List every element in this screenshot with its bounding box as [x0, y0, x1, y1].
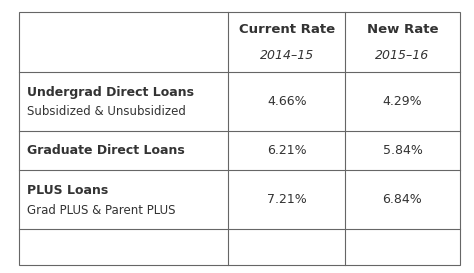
Text: 6.21%: 6.21% — [267, 144, 307, 157]
Text: 2014–15: 2014–15 — [260, 49, 314, 61]
Text: 4.66%: 4.66% — [267, 95, 307, 108]
Text: PLUS Loans: PLUS Loans — [27, 184, 109, 197]
Text: Grad PLUS & Parent PLUS: Grad PLUS & Parent PLUS — [27, 204, 176, 217]
Text: 2015–16: 2015–16 — [375, 49, 429, 61]
Text: 6.84%: 6.84% — [383, 193, 422, 206]
Text: Subsidized & Unsubsidized: Subsidized & Unsubsidized — [27, 105, 186, 118]
Text: Current Rate: Current Rate — [239, 23, 335, 36]
Text: 4.29%: 4.29% — [383, 95, 422, 108]
Text: New Rate: New Rate — [367, 23, 438, 36]
Text: Graduate Direct Loans: Graduate Direct Loans — [27, 144, 185, 157]
Text: 5.84%: 5.84% — [383, 144, 422, 157]
Text: 7.21%: 7.21% — [267, 193, 307, 206]
Text: Undergrad Direct Loans: Undergrad Direct Loans — [27, 86, 194, 99]
